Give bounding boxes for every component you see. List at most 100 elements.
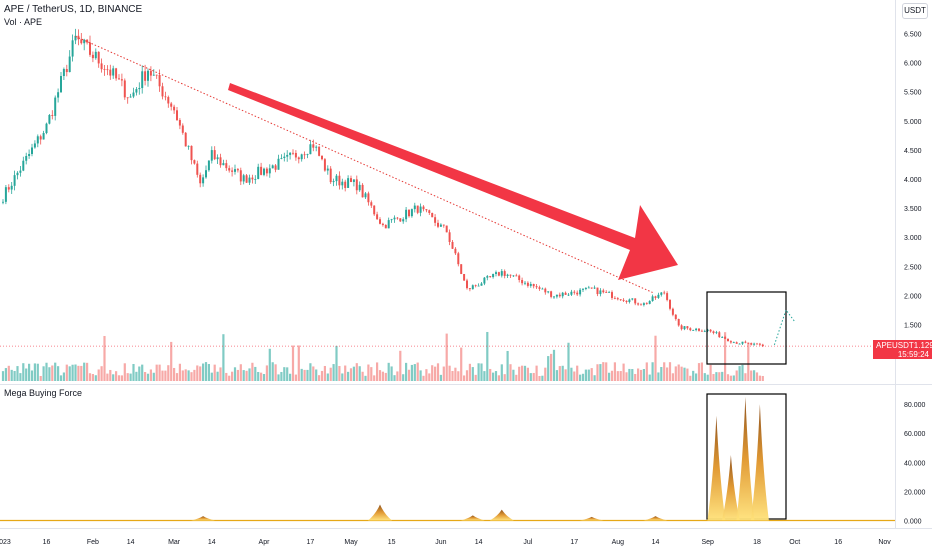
volume-bar	[686, 368, 689, 381]
candle-body	[495, 272, 497, 274]
candle-body	[260, 166, 263, 175]
volume-bar	[94, 375, 97, 381]
candle-body	[57, 92, 60, 98]
candle-body	[207, 160, 210, 171]
candle-body	[109, 69, 112, 76]
candle-body	[170, 103, 173, 107]
candle-body	[640, 304, 642, 306]
indicator-spike	[579, 516, 604, 521]
candle-body	[173, 106, 176, 111]
candle-body	[283, 156, 286, 158]
candle-body	[758, 343, 761, 345]
volume-bar	[68, 366, 71, 381]
volume-bar	[442, 366, 445, 381]
indicator-spike	[750, 404, 769, 521]
candle-body	[77, 35, 80, 40]
volume-bar	[352, 366, 355, 381]
candle-body	[744, 341, 747, 343]
volume-bar	[300, 368, 303, 381]
volume-bar	[660, 367, 663, 381]
candle-body	[448, 232, 451, 242]
candle-body	[306, 154, 309, 155]
candle-body	[558, 294, 561, 297]
volume-bar	[83, 362, 86, 381]
candle-body	[419, 206, 422, 213]
volume-bar	[538, 375, 541, 381]
symbol-title[interactable]: APE / TetherUS, 1D, BINANCE	[4, 4, 143, 15]
projection-path	[773, 308, 796, 346]
candle-body	[318, 146, 321, 156]
volume-bar	[190, 372, 193, 381]
candle-body	[611, 292, 613, 298]
volume-bar	[581, 373, 585, 381]
candle-body	[13, 175, 16, 186]
volume-bar	[657, 372, 660, 381]
time-tick-label: Feb	[87, 539, 99, 546]
volume-bar	[384, 372, 387, 381]
candle-body	[358, 184, 361, 191]
volume-bar	[62, 372, 65, 381]
candle-body	[28, 154, 31, 156]
candle-body	[309, 144, 312, 155]
candle-body	[706, 329, 709, 331]
candle-body	[596, 287, 599, 295]
volume-bar	[315, 369, 318, 381]
indicator-title[interactable]: Mega Buying Force	[4, 388, 83, 398]
candle-body	[544, 288, 547, 293]
volume-bar	[239, 364, 242, 381]
volume-bar	[378, 370, 382, 381]
candle-body	[442, 224, 445, 226]
candle-body	[474, 285, 477, 287]
volume-bar	[181, 370, 184, 381]
candle-body	[712, 331, 715, 333]
candle-body	[347, 178, 350, 188]
candle-body	[144, 71, 147, 81]
candle-body	[268, 168, 271, 174]
volume-bar	[570, 367, 573, 381]
candle-body	[187, 145, 190, 147]
candle-body	[503, 271, 506, 276]
candle-body	[321, 155, 323, 160]
candle-body	[492, 273, 495, 278]
volume-bar	[680, 366, 683, 381]
candle-body	[471, 285, 474, 290]
currency-button[interactable]: USDT	[902, 3, 928, 19]
volume-bar	[413, 364, 416, 381]
candle-body	[213, 150, 216, 160]
candle-body	[512, 275, 515, 277]
candle-body	[152, 74, 155, 76]
volume-bar	[274, 364, 277, 381]
candle-body	[413, 205, 416, 210]
candle-body	[663, 292, 666, 294]
volume-bar	[71, 364, 74, 381]
volume-bar	[410, 364, 413, 381]
volume-bar	[387, 362, 390, 381]
volume-bar	[268, 348, 271, 381]
volume-bar	[425, 369, 428, 381]
candle-body	[103, 69, 106, 70]
volume-bar	[750, 370, 753, 381]
volume-bar	[463, 375, 466, 381]
indicator-tick-label: 60.000	[904, 431, 926, 438]
time-tick-label: 16	[834, 539, 842, 546]
candle-body	[634, 298, 637, 304]
volume-bars	[1, 331, 764, 381]
volume-bar	[344, 365, 347, 381]
volume-bar	[233, 367, 237, 381]
annotations	[0, 35, 895, 520]
price-tick-label: 6.500	[904, 32, 922, 39]
candle-body	[376, 214, 379, 220]
volume-bar	[642, 369, 645, 381]
candle-body	[753, 343, 756, 345]
volume-bar	[726, 374, 730, 381]
volume-legend[interactable]: Vol · APE	[4, 17, 43, 27]
candle-body	[637, 303, 640, 305]
volume-bar	[207, 364, 210, 381]
volume-bar	[28, 363, 31, 381]
volume-bar	[512, 369, 515, 381]
indicator-spike	[191, 516, 216, 521]
candle-body	[521, 279, 524, 284]
volume-bar	[605, 362, 608, 381]
candle-body	[468, 288, 471, 290]
